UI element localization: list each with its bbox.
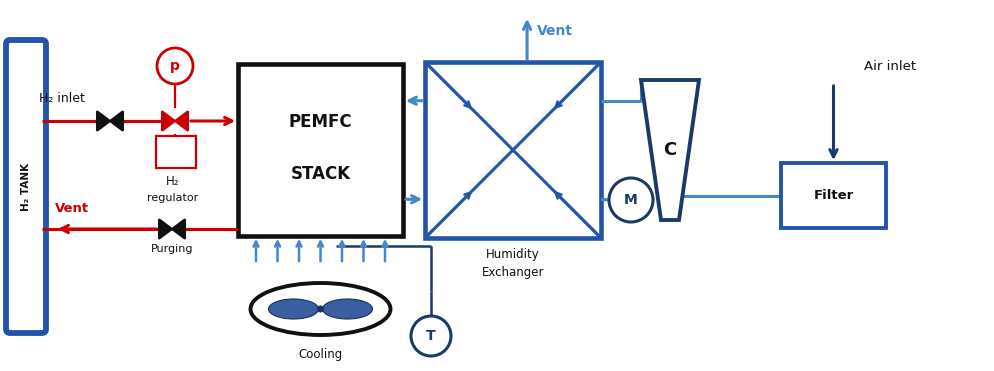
Text: Filter: Filter — [812, 189, 853, 202]
Text: Air inlet: Air inlet — [863, 59, 914, 72]
Circle shape — [411, 316, 450, 356]
Text: H₂ TANK: H₂ TANK — [21, 162, 31, 211]
FancyBboxPatch shape — [238, 64, 403, 236]
Text: M: M — [623, 193, 637, 207]
Polygon shape — [172, 219, 185, 239]
FancyBboxPatch shape — [780, 163, 885, 228]
Polygon shape — [110, 111, 123, 131]
Text: H₂: H₂ — [166, 174, 180, 187]
Text: regulator: regulator — [147, 193, 199, 203]
Text: Humidity: Humidity — [486, 248, 540, 261]
Ellipse shape — [322, 299, 372, 319]
Ellipse shape — [268, 299, 318, 319]
Text: Purging: Purging — [151, 244, 193, 254]
Text: Vent: Vent — [537, 24, 573, 38]
Text: PEMFC: PEMFC — [288, 114, 352, 131]
Polygon shape — [96, 111, 110, 131]
Text: C: C — [663, 141, 676, 159]
Polygon shape — [162, 111, 175, 131]
Polygon shape — [175, 111, 188, 131]
Text: Cooling: Cooling — [298, 348, 342, 361]
Text: T: T — [425, 329, 435, 343]
Text: p: p — [170, 59, 180, 73]
FancyBboxPatch shape — [6, 40, 46, 333]
FancyBboxPatch shape — [424, 62, 600, 238]
Circle shape — [157, 48, 193, 84]
Circle shape — [608, 178, 652, 222]
Text: STACK: STACK — [290, 165, 350, 183]
Text: Exchanger: Exchanger — [481, 266, 544, 279]
Polygon shape — [159, 219, 172, 239]
Polygon shape — [640, 80, 699, 220]
FancyBboxPatch shape — [156, 136, 196, 168]
Text: H₂ inlet: H₂ inlet — [39, 92, 84, 105]
Circle shape — [317, 305, 324, 312]
Text: Vent: Vent — [55, 203, 89, 216]
